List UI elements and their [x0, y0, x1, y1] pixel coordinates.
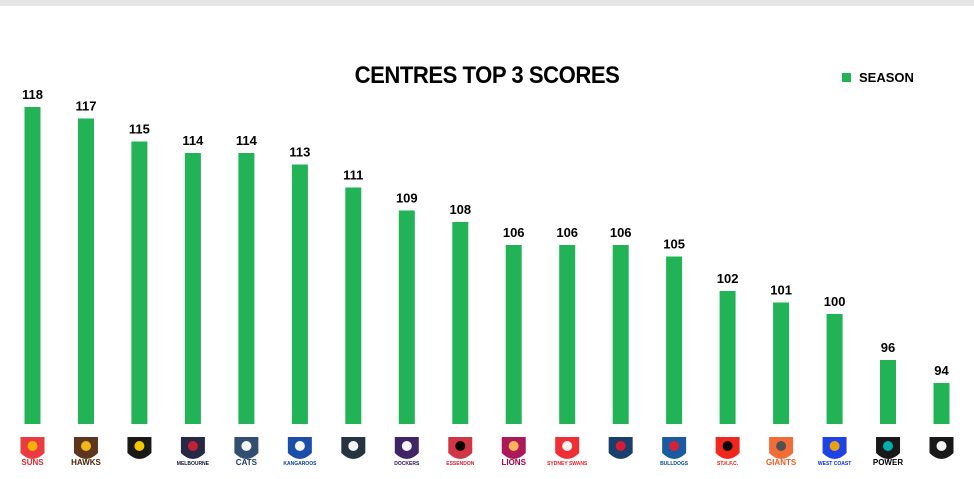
svg-text:BULLDOGS: BULLDOGS [660, 461, 689, 467]
power-logo-icon: POWER [873, 437, 903, 467]
top-border [0, 0, 974, 6]
bar-9 [452, 222, 469, 424]
svg-text:SYDNEY SWANS: SYDNEY SWANS [547, 461, 588, 467]
chart-legend: SEASON [842, 70, 914, 85]
svg-text:KANGAROOS: KANGAROOS [283, 461, 317, 467]
svg-text:ESSENDON: ESSENDON [446, 461, 474, 467]
swans-logo-icon: SYDNEY SWANS [547, 437, 588, 467]
bar-16 [826, 314, 843, 424]
crows-logo-icon [608, 437, 633, 459]
suns-logo-icon: SUNS [20, 437, 45, 467]
bar-13 [666, 256, 683, 424]
data-label-10: 106 [503, 225, 525, 240]
svg-text:WEST COAST: WEST COAST [818, 461, 851, 467]
data-label-4: 114 [182, 133, 204, 148]
data-label-5: 114 [236, 133, 258, 148]
bar-2 [78, 118, 94, 424]
eagles-logo-icon: WEST COAST [818, 437, 851, 467]
data-label-15: 101 [770, 283, 792, 298]
lions-logo-icon: LIONS [501, 437, 527, 467]
legend-swatch [842, 73, 851, 82]
bar-6 [291, 164, 308, 424]
demons-logo-icon: MELBOURNE [177, 437, 210, 467]
data-label-13: 105 [663, 237, 685, 252]
data-label-8: 109 [396, 191, 418, 206]
bar-14 [719, 291, 736, 424]
legend-label: SEASON [859, 70, 914, 85]
chart-title: CENTRES TOP 3 SCORES [354, 62, 620, 89]
blues-logo-icon [341, 437, 366, 459]
bar-15 [773, 302, 790, 424]
data-label-6: 113 [289, 145, 310, 160]
bar-17 [880, 360, 896, 424]
svg-text:GIANTS: GIANTS [766, 458, 797, 467]
magpies-logo-icon [929, 437, 954, 459]
data-label-14: 102 [717, 271, 739, 286]
bar-18 [933, 383, 950, 424]
bulldogs-logo-icon: BULLDOGS [660, 437, 689, 467]
cats-logo-icon: CATS [234, 437, 259, 467]
data-label-17: 96 [881, 340, 895, 355]
hawks-logo-icon: HAWKS [71, 437, 102, 467]
tigers-logo-icon [127, 437, 152, 459]
data-label-2: 117 [76, 99, 97, 114]
bar-4 [184, 153, 201, 424]
data-label-7: 111 [343, 168, 363, 183]
data-label-3: 115 [129, 122, 150, 137]
giants-logo-icon: GIANTS [766, 437, 797, 467]
data-label-16: 100 [824, 294, 846, 309]
saints-logo-icon: ST.K.F.C. [715, 437, 740, 467]
svg-text:MELBOURNE: MELBOURNE [177, 461, 210, 467]
data-label-12: 106 [610, 225, 632, 240]
bar-10 [505, 245, 522, 424]
bar-1 [24, 107, 41, 424]
svg-text:HAWKS: HAWKS [71, 458, 101, 467]
svg-text:SUNS: SUNS [21, 458, 44, 467]
svg-text:DOCKERS: DOCKERS [394, 461, 420, 467]
bar-3 [131, 141, 148, 424]
svg-text:POWER: POWER [873, 458, 903, 467]
data-label-9: 108 [449, 202, 471, 217]
svg-text:ST.K.F.C.: ST.K.F.C. [717, 461, 739, 467]
bar-7 [345, 187, 362, 424]
bar-12 [612, 245, 629, 424]
dockers-logo-icon: DOCKERS [394, 437, 420, 467]
data-label-18: 94 [934, 363, 949, 378]
bar-8 [398, 210, 415, 424]
data-label-11: 106 [556, 225, 578, 240]
data-label-1: 118 [22, 87, 43, 102]
svg-text:CATS: CATS [236, 458, 258, 467]
bombers-logo-icon: ESSENDON [446, 437, 475, 467]
svg-text:LIONS: LIONS [501, 458, 526, 467]
kangaroos-logo-icon: KANGAROOS [283, 437, 317, 467]
bar-5 [238, 153, 255, 424]
bar-11 [559, 245, 576, 424]
